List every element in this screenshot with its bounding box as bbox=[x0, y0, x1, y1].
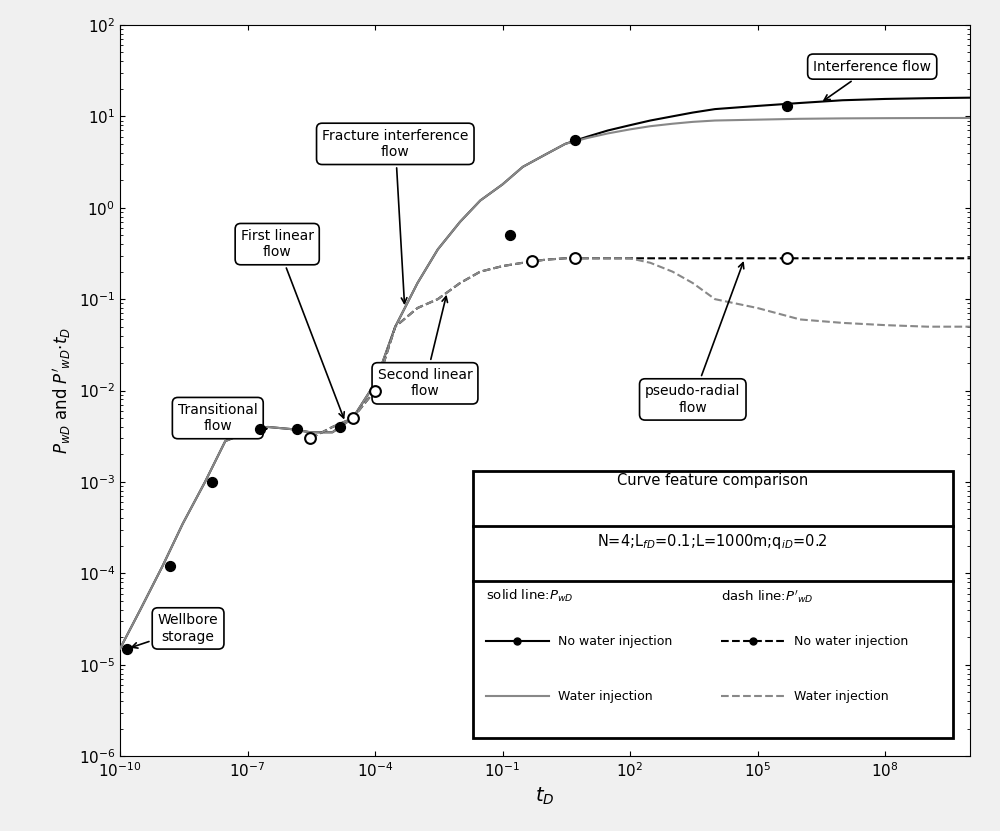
Text: Transitional
flow: Transitional flow bbox=[178, 403, 267, 433]
Text: Wellbore
storage: Wellbore storage bbox=[132, 613, 218, 648]
Point bbox=[524, 254, 540, 268]
Text: First linear
flow: First linear flow bbox=[241, 229, 344, 418]
Point bbox=[289, 422, 305, 435]
Point bbox=[345, 411, 361, 425]
Text: Curve feature comparison: Curve feature comparison bbox=[617, 473, 808, 488]
Text: Water injection: Water injection bbox=[794, 690, 888, 703]
Text: Fracture interference
flow: Fracture interference flow bbox=[322, 129, 468, 303]
Point bbox=[567, 134, 583, 147]
Point bbox=[332, 420, 348, 434]
Text: No water injection: No water injection bbox=[794, 635, 908, 648]
Y-axis label: $P_{wD}$ and $P'_{wD}$$\cdot$$t_D$: $P_{wD}$ and $P'_{wD}$$\cdot$$t_D$ bbox=[51, 327, 73, 455]
Point bbox=[252, 422, 268, 435]
Text: No water injection: No water injection bbox=[558, 635, 672, 648]
Point bbox=[567, 252, 583, 265]
FancyBboxPatch shape bbox=[473, 471, 953, 738]
Point bbox=[779, 99, 795, 112]
Point bbox=[502, 229, 518, 242]
Text: Water injection: Water injection bbox=[558, 690, 652, 703]
Text: Interference flow: Interference flow bbox=[813, 60, 931, 101]
Text: dash line:$P'_{wD}$: dash line:$P'_{wD}$ bbox=[721, 588, 814, 605]
Point bbox=[204, 475, 220, 489]
Point bbox=[302, 432, 318, 445]
Point bbox=[162, 559, 178, 573]
X-axis label: $t_D$: $t_D$ bbox=[535, 785, 555, 807]
Point bbox=[119, 642, 135, 656]
Text: solid line:$P_{wD}$: solid line:$P_{wD}$ bbox=[486, 588, 573, 604]
Text: N=4;L$_{fD}$=0.1;L=1000m;q$_{iD}$=0.2: N=4;L$_{fD}$=0.1;L=1000m;q$_{iD}$=0.2 bbox=[597, 532, 828, 551]
Point bbox=[367, 384, 383, 397]
Text: Second linear
flow: Second linear flow bbox=[378, 297, 472, 398]
Text: pseudo-radial
flow: pseudo-radial flow bbox=[645, 263, 744, 415]
Point bbox=[779, 252, 795, 265]
